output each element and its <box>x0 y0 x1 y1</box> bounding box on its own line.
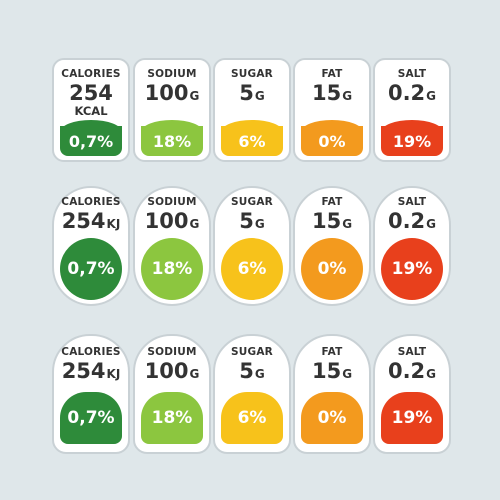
fat-percent-badge: 0% <box>301 238 363 300</box>
calories-percent-badge: 0,7% <box>60 120 122 156</box>
sodium-value: 100G <box>144 209 200 233</box>
fat-value: 15G <box>311 359 353 383</box>
calories-percent-badge: 0,7% <box>60 392 122 444</box>
calories-unit: KCAL <box>74 104 108 118</box>
sodium-label: SODIUM <box>147 68 197 80</box>
calories-label: CALORIES <box>61 196 121 208</box>
salt-card: SALT 0.2G 19% <box>373 334 451 454</box>
salt-percent-badge: 19% <box>381 238 443 300</box>
sodium-value: 100G <box>144 359 200 383</box>
sugar-percent-badge: 6% <box>221 120 283 156</box>
salt-value: 0.2G <box>387 359 437 383</box>
sugar-percent-badge: 6% <box>221 238 283 300</box>
fat-percent-badge: 0% <box>301 120 363 156</box>
fat-card: FAT 15G 0% <box>293 334 371 454</box>
fat-value: 15G <box>311 209 353 233</box>
sugar-label: SUGAR <box>231 346 273 358</box>
calories-card: CALORIES 254KJ 0,7% <box>52 186 130 306</box>
label-row-rounded-rect: CALORIES 254 KCAL 0,7% SODIUM 100G 18% S… <box>0 58 500 178</box>
sodium-card: SODIUM 100G 18% <box>133 186 211 306</box>
sodium-card: SODIUM 100G 18% <box>133 334 211 454</box>
fat-value: 15G <box>311 81 353 105</box>
label-row-arch: CALORIES 254KJ 0,7% SODIUM 100G 18% SUGA… <box>0 334 500 454</box>
sugar-card: SUGAR 5G 6% <box>213 334 291 454</box>
sugar-value: 5G <box>239 209 265 233</box>
calories-card: CALORIES 254KJ 0,7% <box>52 334 130 454</box>
salt-label: SALT <box>397 68 427 80</box>
sugar-percent-badge: 6% <box>221 392 283 444</box>
salt-card: SALT 0.2G 19% <box>373 186 451 306</box>
sodium-value: 100G <box>144 81 200 105</box>
sugar-value: 5G <box>239 81 265 105</box>
calories-label: CALORIES <box>61 346 121 358</box>
calories-value: 254 KCAL <box>54 82 128 118</box>
salt-value: 0.2G <box>387 81 437 105</box>
sugar-card: SUGAR 5G 6% <box>213 186 291 306</box>
sodium-percent-badge: 18% <box>141 392 203 444</box>
fat-percent-badge: 0% <box>301 392 363 444</box>
sugar-value: 5G <box>239 359 265 383</box>
salt-card: SALT 0.2G 19% <box>373 58 451 162</box>
fat-label: FAT <box>321 196 343 208</box>
sodium-percent-badge: 18% <box>141 120 203 156</box>
fat-card: FAT 15G 0% <box>293 186 371 306</box>
salt-value: 0.2G <box>387 209 437 233</box>
sugar-label: SUGAR <box>231 68 273 80</box>
sodium-label: SODIUM <box>147 346 197 358</box>
fat-label: FAT <box>321 346 343 358</box>
calories-value: 254KJ <box>61 359 121 383</box>
sugar-card: SUGAR 5G 6% <box>213 58 291 162</box>
salt-label: SALT <box>397 196 427 208</box>
salt-percent-badge: 19% <box>381 392 443 444</box>
calories-percent-badge: 0,7% <box>60 238 122 300</box>
salt-label: SALT <box>397 346 427 358</box>
sugar-label: SUGAR <box>231 196 273 208</box>
calories-card: CALORIES 254 KCAL 0,7% <box>52 58 130 162</box>
sodium-card: SODIUM 100G 18% <box>133 58 211 162</box>
sodium-percent-badge: 18% <box>141 238 203 300</box>
label-row-pill-circle: CALORIES 254KJ 0,7% SODIUM 100G 18% SUGA… <box>0 186 500 306</box>
calories-label: CALORIES <box>61 68 121 80</box>
fat-card: FAT 15G 0% <box>293 58 371 162</box>
fat-label: FAT <box>321 68 343 80</box>
calories-value: 254KJ <box>61 209 121 233</box>
sodium-label: SODIUM <box>147 196 197 208</box>
salt-percent-badge: 19% <box>381 120 443 156</box>
